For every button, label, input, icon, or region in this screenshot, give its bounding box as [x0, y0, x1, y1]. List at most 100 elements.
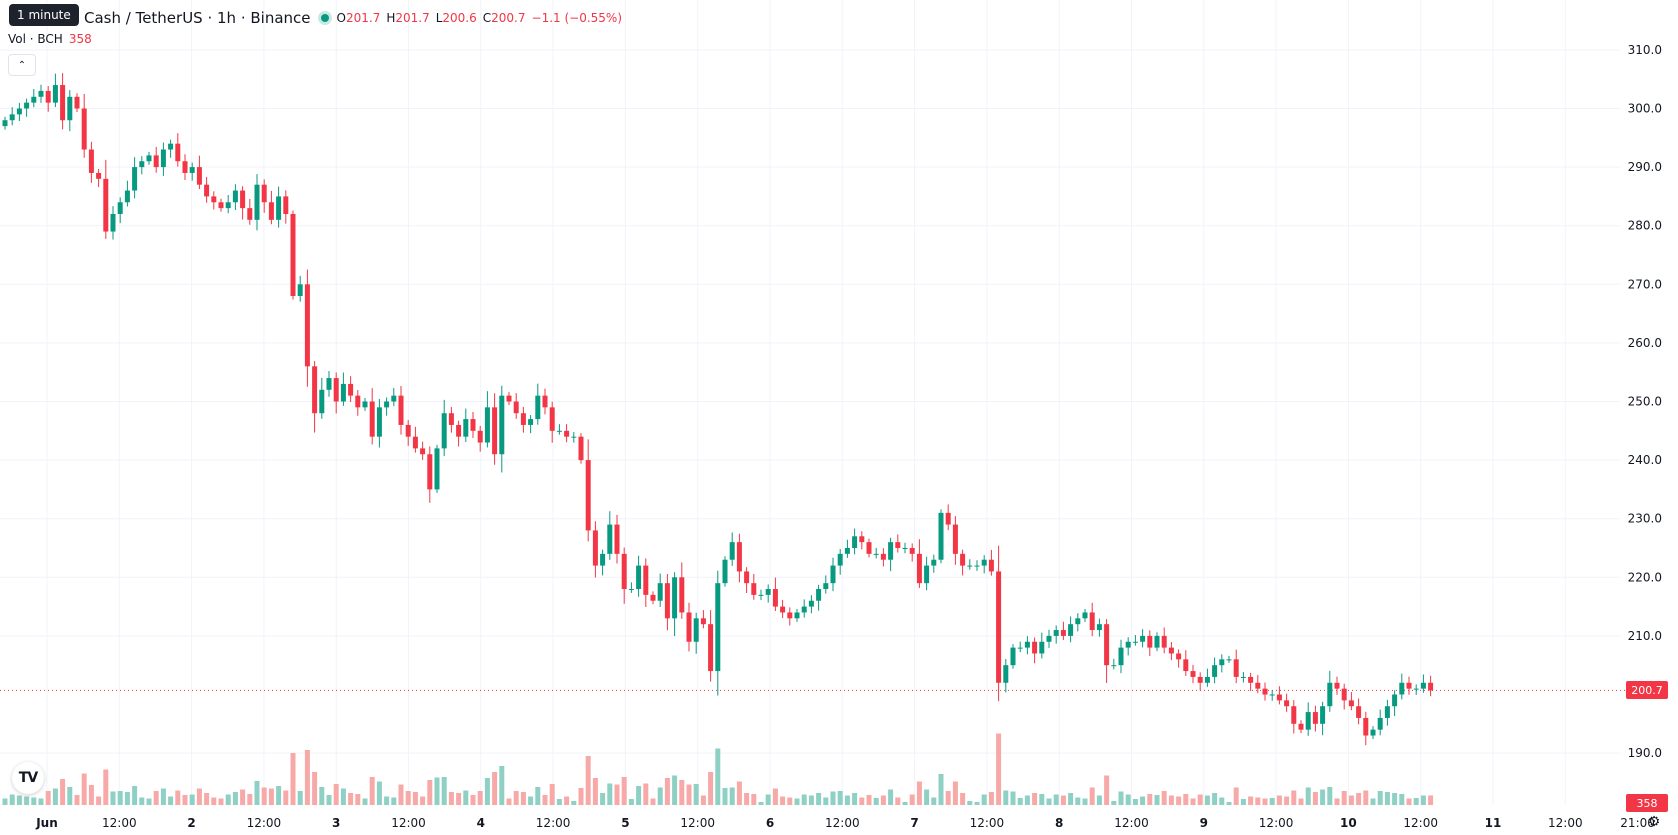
- y-tick-label: 310.0: [1628, 43, 1662, 57]
- candle-body: [1298, 723, 1304, 730]
- y-tick-label: 220.0: [1628, 570, 1662, 584]
- candle-body: [1024, 641, 1030, 648]
- candle-body: [362, 401, 368, 408]
- volume-bar: [1298, 798, 1304, 805]
- volume-bar: [283, 790, 289, 805]
- candle-body: [1190, 671, 1196, 677]
- y-tick-label: 190.0: [1628, 746, 1662, 760]
- candle-body: [441, 413, 447, 449]
- volume-bar: [945, 791, 951, 805]
- collapse-legend-button[interactable]: ⌃: [8, 54, 36, 76]
- volume-bar: [960, 793, 966, 805]
- candle-body: [816, 589, 822, 601]
- volume-bar: [1082, 798, 1088, 805]
- candle-body: [81, 108, 87, 150]
- volume-bar: [1248, 796, 1254, 805]
- volume-bar: [362, 798, 368, 805]
- volume-bar: [1010, 791, 1016, 805]
- volume-bar: [427, 780, 433, 805]
- symbol-title[interactable]: Cash / TetherUS · 1h · Binance: [84, 9, 311, 27]
- candle-body: [1377, 717, 1383, 730]
- chevron-up-icon: ⌃: [17, 59, 27, 71]
- y-tick-label: 300.0: [1628, 102, 1662, 116]
- candle-body: [931, 559, 937, 566]
- volume-bar: [1096, 795, 1102, 805]
- candle-body: [160, 149, 166, 168]
- candle-body: [1363, 717, 1369, 736]
- volume-bar: [844, 795, 850, 805]
- candle-body: [600, 553, 606, 566]
- volume-bar: [477, 791, 483, 805]
- candle-body: [837, 553, 843, 566]
- candle-body: [607, 524, 613, 554]
- x-tick-label: 8: [1055, 816, 1063, 830]
- volume-bar: [1161, 791, 1167, 805]
- candle-body: [1399, 682, 1405, 695]
- volume-bar: [1320, 789, 1326, 805]
- volume-bar: [1075, 797, 1081, 805]
- volume-bar: [1039, 794, 1045, 805]
- volume-bar: [679, 780, 685, 805]
- volume-bar: [600, 793, 606, 805]
- candle-body: [1226, 659, 1232, 661]
- volume-bar: [470, 795, 476, 805]
- x-tick-label: 11: [1485, 816, 1502, 830]
- time-axis[interactable]: Jun 12:00 2 12:00 3 12:00 4 12:00 5 12:00 6 12:00 7 1…: [35, 816, 1655, 830]
- price-axis[interactable]: 310.0 300.0 290.0 280.0 270.0 260.0 250.0 240.0…: [1628, 43, 1662, 760]
- volume-bar: [1140, 796, 1146, 805]
- candle-body: [1413, 688, 1419, 690]
- candle-body: [715, 583, 721, 672]
- candle-body: [967, 565, 973, 567]
- volume-bar: [1003, 790, 1009, 805]
- candle-body: [232, 190, 238, 203]
- candle-body: [1060, 630, 1066, 636]
- volume-bar: [1060, 795, 1066, 805]
- candle-body: [434, 448, 440, 490]
- volume-bar: [556, 799, 562, 805]
- settings-icon[interactable]: ⚙: [1647, 814, 1661, 830]
- volume-bar: [571, 801, 577, 805]
- candle-body: [1291, 706, 1297, 724]
- volume-bar: [916, 781, 922, 805]
- candle-body: [700, 618, 706, 625]
- volume-bar: [110, 791, 116, 805]
- candle-body: [261, 184, 267, 203]
- candle-body: [981, 559, 987, 566]
- candle-body: [1154, 635, 1160, 648]
- candle-body: [297, 284, 303, 297]
- volume-bar: [9, 794, 15, 805]
- volume-bar: [1334, 798, 1340, 805]
- volume-bar: [45, 791, 51, 805]
- market-status-icon[interactable]: [320, 14, 329, 22]
- candle-body: [650, 594, 656, 601]
- candle-body: [304, 284, 310, 367]
- candle-body: [168, 143, 174, 150]
- volume-bar: [729, 787, 735, 805]
- volume-bar: [405, 791, 411, 805]
- volume-bar: [880, 795, 886, 805]
- volume-bar: [981, 794, 987, 805]
- candle-body: [88, 149, 94, 173]
- candle-body: [1233, 659, 1239, 677]
- candle-body: [124, 190, 130, 203]
- volume-bar: [240, 789, 246, 805]
- volume-bar: [139, 797, 145, 805]
- candle-body: [1089, 612, 1095, 631]
- x-tick-label: 12:00: [1259, 816, 1294, 830]
- volume-bar: [808, 795, 814, 805]
- candle-body: [1212, 665, 1218, 677]
- tradingview-logo[interactable]: TV: [12, 762, 44, 794]
- volume-bar: [355, 794, 361, 805]
- volume-bar: [1413, 798, 1419, 805]
- candle-body: [1269, 694, 1275, 696]
- volume-bar: [384, 796, 390, 805]
- candle-body: [67, 96, 73, 121]
- candle-body: [708, 624, 714, 672]
- volume-series: [2, 733, 1434, 805]
- candle-body: [729, 542, 735, 560]
- candle-body: [225, 202, 231, 209]
- volume-bar: [895, 797, 901, 805]
- candle-body: [643, 565, 649, 595]
- candle-body: [290, 213, 296, 297]
